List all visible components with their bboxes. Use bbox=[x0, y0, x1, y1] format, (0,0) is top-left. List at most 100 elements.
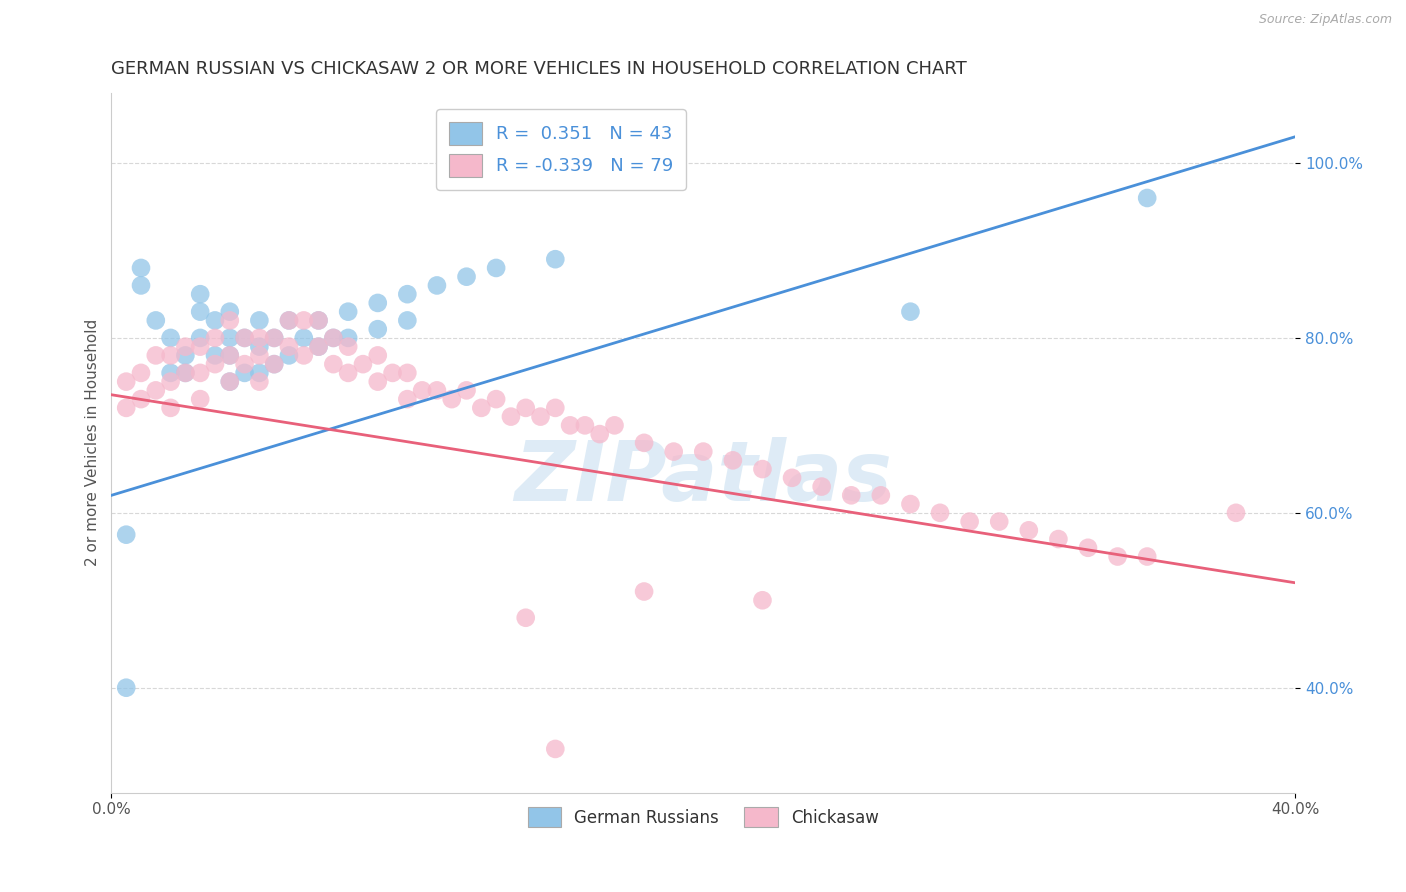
Point bbox=[188, 340, 211, 354]
Point bbox=[1018, 524, 1040, 538]
Point bbox=[204, 348, 226, 362]
Point bbox=[188, 392, 211, 406]
Point bbox=[662, 444, 685, 458]
Point bbox=[751, 462, 773, 476]
Point bbox=[589, 427, 612, 442]
Point bbox=[1047, 532, 1070, 546]
Point bbox=[204, 313, 226, 327]
Point bbox=[529, 409, 551, 424]
Point bbox=[159, 366, 181, 380]
Point bbox=[115, 681, 138, 695]
Point bbox=[247, 348, 270, 362]
Point bbox=[278, 348, 301, 362]
Point bbox=[174, 340, 197, 354]
Point bbox=[780, 471, 803, 485]
Legend: German Russians, Chickasaw: German Russians, Chickasaw bbox=[522, 801, 886, 833]
Point bbox=[218, 375, 240, 389]
Point bbox=[367, 348, 389, 362]
Point bbox=[247, 340, 270, 354]
Point bbox=[159, 375, 181, 389]
Point bbox=[308, 313, 330, 327]
Point bbox=[337, 331, 360, 345]
Point bbox=[188, 331, 211, 345]
Point bbox=[988, 515, 1011, 529]
Point bbox=[308, 340, 330, 354]
Point bbox=[233, 357, 256, 371]
Point bbox=[515, 611, 537, 625]
Point bbox=[247, 331, 270, 345]
Point bbox=[633, 435, 655, 450]
Point bbox=[367, 375, 389, 389]
Point bbox=[337, 304, 360, 318]
Point bbox=[174, 366, 197, 380]
Point bbox=[278, 340, 301, 354]
Y-axis label: 2 or more Vehicles in Household: 2 or more Vehicles in Household bbox=[86, 319, 100, 566]
Point bbox=[145, 313, 167, 327]
Point bbox=[308, 313, 330, 327]
Point bbox=[308, 340, 330, 354]
Point bbox=[499, 409, 522, 424]
Point bbox=[396, 392, 419, 406]
Point bbox=[751, 593, 773, 607]
Point bbox=[558, 418, 581, 433]
Point bbox=[1077, 541, 1099, 555]
Point bbox=[129, 392, 152, 406]
Point bbox=[426, 278, 449, 293]
Point bbox=[188, 304, 211, 318]
Point bbox=[485, 392, 508, 406]
Point bbox=[322, 331, 344, 345]
Point bbox=[247, 375, 270, 389]
Point bbox=[159, 331, 181, 345]
Point bbox=[544, 401, 567, 415]
Point bbox=[174, 348, 197, 362]
Point bbox=[278, 313, 301, 327]
Point bbox=[278, 313, 301, 327]
Point bbox=[337, 340, 360, 354]
Point bbox=[129, 260, 152, 275]
Point bbox=[292, 313, 315, 327]
Point bbox=[367, 296, 389, 310]
Point bbox=[115, 527, 138, 541]
Point bbox=[292, 348, 315, 362]
Point bbox=[322, 357, 344, 371]
Point bbox=[263, 357, 285, 371]
Point bbox=[544, 742, 567, 756]
Point bbox=[263, 357, 285, 371]
Point bbox=[145, 384, 167, 398]
Point bbox=[900, 304, 922, 318]
Point bbox=[721, 453, 744, 467]
Point bbox=[218, 348, 240, 362]
Point bbox=[692, 444, 714, 458]
Point bbox=[159, 348, 181, 362]
Text: GERMAN RUSSIAN VS CHICKASAW 2 OR MORE VEHICLES IN HOUSEHOLD CORRELATION CHART: GERMAN RUSSIAN VS CHICKASAW 2 OR MORE VE… bbox=[111, 60, 967, 78]
Point bbox=[263, 331, 285, 345]
Point bbox=[218, 331, 240, 345]
Point bbox=[115, 375, 138, 389]
Point bbox=[396, 287, 419, 301]
Point bbox=[188, 366, 211, 380]
Point bbox=[440, 392, 463, 406]
Point bbox=[247, 313, 270, 327]
Point bbox=[218, 348, 240, 362]
Point bbox=[515, 401, 537, 415]
Point bbox=[544, 252, 567, 267]
Point bbox=[1136, 549, 1159, 564]
Point bbox=[810, 479, 832, 493]
Point bbox=[115, 401, 138, 415]
Point bbox=[1225, 506, 1247, 520]
Point bbox=[603, 418, 626, 433]
Point bbox=[574, 418, 596, 433]
Point bbox=[959, 515, 981, 529]
Point bbox=[204, 357, 226, 371]
Point bbox=[426, 384, 449, 398]
Point bbox=[929, 506, 952, 520]
Point bbox=[367, 322, 389, 336]
Point bbox=[218, 304, 240, 318]
Point bbox=[869, 488, 891, 502]
Point bbox=[233, 331, 256, 345]
Point bbox=[396, 313, 419, 327]
Point bbox=[337, 366, 360, 380]
Point bbox=[1107, 549, 1129, 564]
Point bbox=[292, 331, 315, 345]
Point bbox=[188, 287, 211, 301]
